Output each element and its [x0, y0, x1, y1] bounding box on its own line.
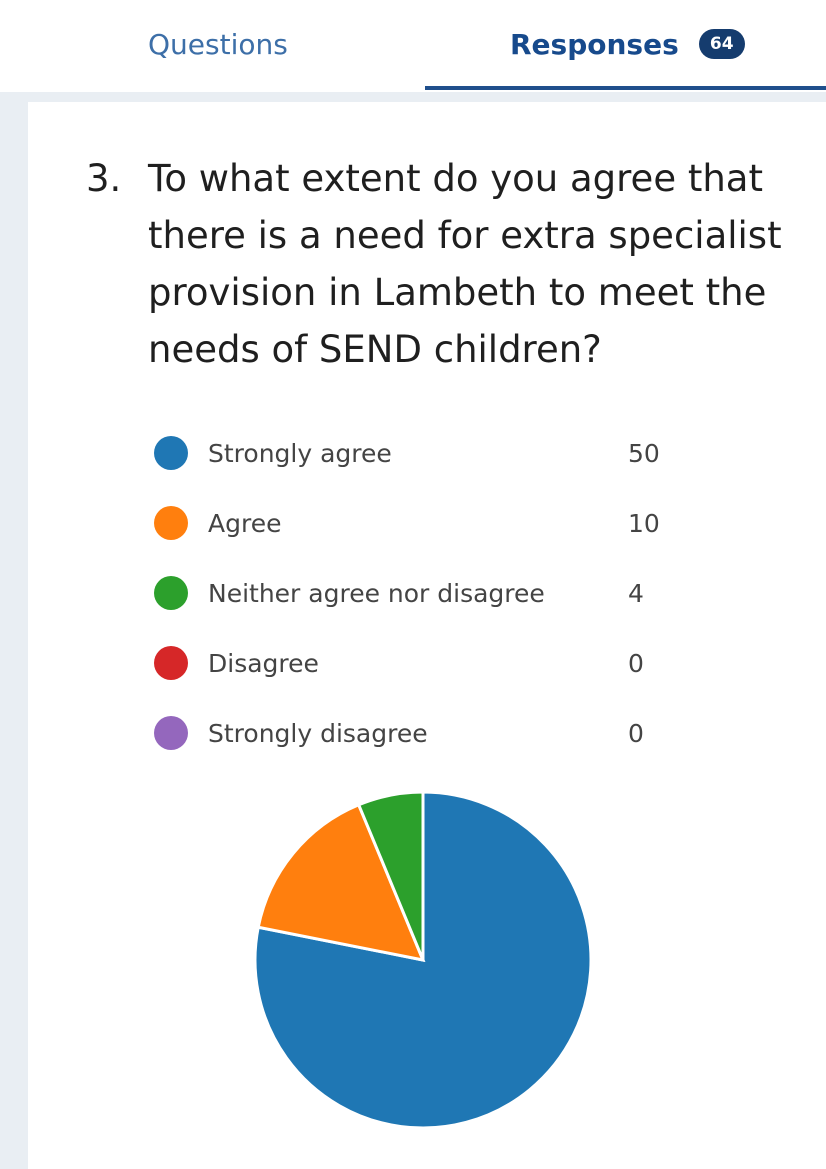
legend-item-agree: Agree 10	[154, 488, 674, 558]
chart-legend: Strongly agree 50 Agree 10 Neither agree nor…	[154, 418, 674, 768]
legend-label-agree: Agree	[208, 508, 282, 538]
legend-count-strongly-agree: 50	[628, 438, 660, 468]
tab-responses[interactable]: Responses 64	[510, 0, 745, 88]
legend-count-neither-agree-nor-disagree: 4	[628, 578, 644, 608]
pie-slice-strongly-agree	[253, 790, 593, 1130]
legend-label-disagree: Disagree	[208, 648, 319, 678]
legend-dot-strongly-disagree	[154, 716, 188, 750]
tab-responses-label: Responses	[510, 27, 679, 61]
legend-count-disagree: 0	[628, 648, 644, 678]
legend-label-strongly-agree: Strongly agree	[208, 438, 392, 468]
pie-chart	[248, 785, 598, 1135]
legend-item-strongly-agree: Strongly agree 50	[154, 418, 674, 488]
question-text: To what extent do you agree that there i…	[148, 157, 782, 371]
legend-count-strongly-disagree: 0	[628, 718, 644, 748]
legend-item-disagree: Disagree 0	[154, 628, 674, 698]
legend-dot-disagree	[154, 646, 188, 680]
responses-count-badge: 64	[698, 29, 745, 59]
legend-count-agree: 10	[628, 508, 660, 538]
legend-dot-agree	[154, 506, 188, 540]
question-number: 3.	[86, 157, 122, 200]
active-tab-indicator	[425, 86, 826, 90]
pie-slice-agree	[256, 802, 426, 963]
tab-questions[interactable]: Questions	[148, 0, 288, 88]
legend-item-neither-agree-nor-disagree: Neither agree nor disagree 4	[154, 558, 674, 628]
tab-bar: Questions Responses 64	[0, 0, 826, 92]
pie-chart-svg	[253, 790, 593, 1130]
tab-questions-label: Questions	[148, 27, 288, 61]
legend-dot-neither-agree-nor-disagree	[154, 576, 188, 610]
legend-item-strongly-disagree: Strongly disagree 0	[154, 698, 674, 768]
legend-label-neither-agree-nor-disagree: Neither agree nor disagree	[208, 578, 545, 608]
question-title: 3. To what extent do you agree that ther…	[86, 150, 786, 378]
legend-label-strongly-disagree: Strongly disagree	[208, 718, 428, 748]
legend-dot-strongly-agree	[154, 436, 188, 470]
pie-slice-neither-agree-nor-disagree	[356, 790, 425, 961]
